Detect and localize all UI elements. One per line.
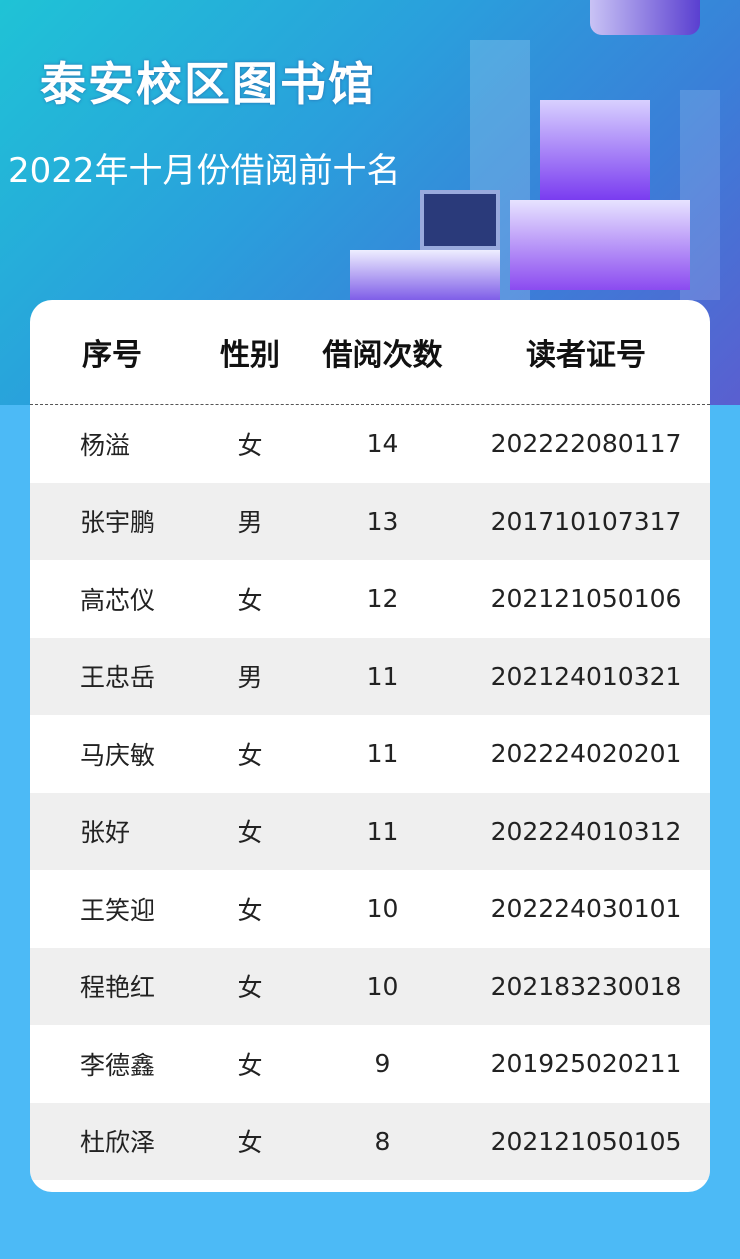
reader-gender: 女 — [237, 430, 263, 460]
reader-name: 马庆敏 — [80, 740, 156, 770]
table-row: 高芯仪 女 12 202121050106 — [30, 560, 710, 638]
reader-name: 王忠岳 — [80, 663, 156, 693]
reader-name: 程艳红 — [80, 973, 156, 1003]
reader-gender: 女 — [237, 973, 263, 1003]
illustration-books — [590, 0, 700, 35]
table-row: 张宇鹏 男 13 201710107317 — [30, 482, 710, 560]
illustration-laptop — [350, 250, 500, 300]
reader-gender: 女 — [237, 818, 263, 848]
reader-name: 张宇鹏 — [80, 508, 156, 538]
borrow-count: 10 — [366, 894, 399, 924]
borrow-count: 11 — [366, 816, 399, 846]
reader-card-number: 202121050105 — [490, 1126, 682, 1156]
column-header-count: 借阅次数 — [322, 338, 443, 373]
reader-gender: 女 — [237, 895, 263, 925]
table-row: 王笑迎 女 10 202224030101 — [30, 870, 710, 948]
reader-card-number: 202124010321 — [490, 661, 682, 691]
reader-gender: 女 — [237, 740, 263, 770]
illustration-stairs — [540, 100, 650, 200]
table-row: 王忠岳 男 11 202124010321 — [30, 637, 710, 715]
reader-card-number: 202222080117 — [490, 429, 682, 459]
borrow-count: 14 — [366, 429, 399, 459]
borrow-count: 12 — [366, 584, 399, 614]
borrow-count: 10 — [366, 971, 399, 1001]
table-row: 张好 女 11 202224010312 — [30, 792, 710, 870]
reader-card-number: 202224010312 — [490, 816, 682, 846]
borrow-count: 8 — [374, 1126, 391, 1156]
borrow-count: 11 — [366, 739, 399, 769]
column-header-card: 读者证号 — [526, 338, 646, 373]
illustration-screen — [420, 190, 500, 250]
reader-gender: 男 — [237, 508, 263, 538]
reader-card-number: 202121050106 — [490, 584, 682, 614]
reader-name: 杜欣泽 — [80, 1128, 156, 1158]
table-row: 程艳红 女 10 202183230018 — [30, 947, 710, 1025]
table-header: 序号 性别 借阅次数 读者证号 — [30, 300, 710, 405]
reader-card-number: 201925020211 — [490, 1049, 682, 1079]
table-row: 李德鑫 女 9 201925020211 — [30, 1025, 710, 1103]
reader-name: 高芯仪 — [80, 585, 156, 615]
borrow-count: 11 — [366, 661, 399, 691]
reader-gender: 男 — [237, 663, 263, 693]
ranking-table: 序号 性别 借阅次数 读者证号 杨溢女 14 202222080117 张宇鹏男 13 2… — [30, 300, 710, 1192]
column-header-gender: 性别 — [220, 338, 280, 373]
reader-name: 杨溢 — [80, 430, 131, 460]
library-title: 泰安校区图书馆 — [40, 57, 376, 111]
table-row: 杜欣泽 女 8 202121050105 — [30, 1102, 710, 1180]
reader-card-number: 202224030101 — [490, 894, 682, 924]
reader-card-number: 202183230018 — [490, 971, 682, 1001]
ranking-subtitle: 2022年十月份借阅前十名 — [8, 151, 401, 191]
table-row: 马庆敏 女 11 202224020201 — [30, 715, 710, 793]
illustration-stairs — [510, 200, 690, 290]
reader-gender: 女 — [237, 585, 263, 615]
reader-card-number: 201710107317 — [490, 506, 682, 536]
reader-card-number: 202224020201 — [490, 739, 682, 769]
reader-gender: 女 — [237, 1128, 263, 1158]
reader-name: 王笑迎 — [80, 895, 156, 925]
reader-gender: 女 — [237, 1050, 263, 1080]
reader-name: 李德鑫 — [80, 1050, 156, 1080]
borrow-count: 9 — [374, 1049, 391, 1079]
column-header-index: 序号 — [82, 338, 142, 373]
borrow-count: 13 — [366, 506, 399, 536]
reader-name: 张好 — [80, 818, 131, 848]
table-row: 杨溢 女 14 202222080117 — [30, 405, 710, 483]
